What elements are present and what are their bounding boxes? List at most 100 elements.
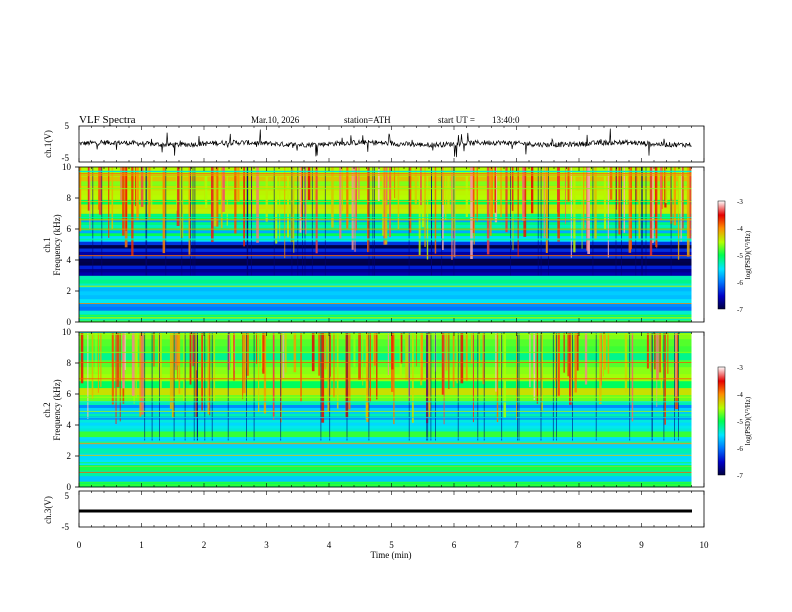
ch1-spec-burst-75 bbox=[418, 167, 421, 255]
ch1-spec-band-2-row-1 bbox=[79, 268, 692, 273]
ch2-ytick-label-6: 6 bbox=[67, 389, 72, 399]
ch1-spec-burst-103 bbox=[354, 167, 356, 252]
ch2-spec-burst-71 bbox=[196, 332, 198, 371]
ch2-spec-burst-137 bbox=[272, 332, 275, 420]
ch2-spec-burst-36 bbox=[189, 332, 192, 385]
ch2-spec-burst-108 bbox=[336, 332, 339, 409]
ch2-spec-burst-123 bbox=[516, 332, 517, 420]
ch1-spec-burst-21 bbox=[120, 167, 122, 201]
ch1-spec-streak-3 bbox=[190, 167, 191, 276]
ch1-spec-streak-34 bbox=[592, 167, 594, 276]
ch1-spec-band-0-row-9 bbox=[79, 314, 692, 316]
ch2-spec-burst-148 bbox=[135, 332, 137, 398]
xtick-label-7: 7 bbox=[514, 540, 519, 550]
ch1-spec-burst-4 bbox=[394, 167, 396, 199]
ch2-colorbar-gradient bbox=[717, 366, 726, 476]
ch2-spec-burst-41 bbox=[209, 332, 211, 416]
ch2-spec-streak-12 bbox=[663, 332, 665, 441]
ch1-spec-burst-28 bbox=[523, 167, 527, 237]
ch2-spec-band-0-row-5 bbox=[79, 453, 692, 460]
ch2-spec-streak-34 bbox=[426, 332, 428, 441]
ch1-spec-streak-15 bbox=[374, 167, 375, 276]
ch2-spec-band-0-row-3 bbox=[79, 464, 692, 471]
ch1-spec-band-2-row-8 bbox=[79, 244, 692, 249]
ch2-spec-burst-28 bbox=[500, 332, 503, 375]
ch1-spec-burst-8 bbox=[567, 167, 570, 203]
ch1-colorbar-label: log(PSD)(V²/Hz) bbox=[744, 230, 752, 279]
ch2-spec-burst-46 bbox=[443, 332, 445, 425]
ch2-spec-burst-12 bbox=[567, 332, 570, 377]
ch1-spec-burst-107 bbox=[279, 167, 281, 241]
ch2-spec-burst-23 bbox=[242, 332, 244, 400]
ch2-spec-band-2-row-5 bbox=[79, 359, 692, 368]
ch1-spec-burst-108 bbox=[473, 167, 475, 245]
ch1-spec-streak-4 bbox=[311, 167, 313, 276]
ch2-spec-burst-91 bbox=[158, 332, 160, 371]
ch2-spec-streak-22 bbox=[193, 332, 195, 441]
ch2-spec-burst-106 bbox=[366, 332, 369, 423]
ch1-spec-streak-19 bbox=[246, 167, 248, 276]
ch2-spec-streak-30 bbox=[517, 332, 518, 441]
ch1-spec-burst-67 bbox=[607, 167, 609, 258]
ch1-spec-burst-133 bbox=[226, 167, 228, 226]
ch2-spec-burst-21 bbox=[178, 332, 181, 394]
ch1-spec-burst-140 bbox=[331, 167, 334, 228]
ch1-spec-burst-105 bbox=[673, 167, 677, 226]
ch2-spec-burst-85 bbox=[387, 332, 389, 375]
ch2-spec-burst-18 bbox=[348, 332, 351, 410]
ch1-spec-streak-13 bbox=[510, 167, 511, 276]
ch2-spec-burst-38 bbox=[329, 332, 331, 377]
ch2-spec-burst-67 bbox=[353, 332, 356, 367]
ch2-spec-burst-29 bbox=[576, 332, 579, 371]
ch1-spec-burst-93 bbox=[243, 167, 245, 247]
ch1-spec-streak-17 bbox=[431, 167, 432, 276]
ch1-spec-burst-120 bbox=[287, 167, 289, 238]
ch2-spec-burst-140 bbox=[650, 332, 652, 372]
ch2-frequency-ylabel: Frequency (kHz) bbox=[52, 379, 62, 440]
ch2-cb-tick-m6: -6 bbox=[737, 445, 743, 453]
ch1-spec-burst-1 bbox=[148, 167, 151, 219]
ch1-spec-burst-72 bbox=[162, 167, 166, 254]
ch2-colorbar: -3 -4 -5 -6 -7 log(PSD)(V²/Hz) bbox=[717, 364, 752, 480]
ch2-spec-burst-111 bbox=[311, 332, 315, 372]
ch2-spec-burst-81 bbox=[391, 332, 394, 370]
ch1-ytick-label-8: 8 bbox=[67, 193, 72, 203]
ch2-spec-burst-131 bbox=[667, 332, 669, 374]
ch1-spec-band-1-row-7 bbox=[79, 283, 692, 288]
ch1-spec-burst-92 bbox=[451, 167, 453, 260]
xtick-label-4: 4 bbox=[327, 540, 332, 550]
ch2-spec-burst-95 bbox=[116, 332, 120, 388]
ch2-spec-streak-32 bbox=[435, 332, 436, 441]
ch1-spectrogram-image bbox=[79, 167, 692, 323]
ch2-spec-burst-76 bbox=[201, 332, 203, 411]
ch1-spec-streak-37 bbox=[645, 167, 647, 276]
ch1-spec-burst-61 bbox=[397, 167, 400, 230]
xtick-label-0: 0 bbox=[77, 540, 82, 550]
ch2-spec-burst-15 bbox=[91, 332, 94, 399]
ch2-spec-streak-9 bbox=[197, 332, 198, 441]
ch2-spec-burst-104 bbox=[207, 332, 210, 415]
ch2-spec-streak-0 bbox=[629, 332, 631, 441]
ch2-spec-streak-23 bbox=[280, 332, 282, 441]
ch1-spec-burst-100 bbox=[652, 167, 654, 244]
ch1-spec-burst-47 bbox=[557, 167, 560, 213]
ch1-spec-band-0-row-8 bbox=[79, 315, 692, 317]
ch2-spec-burst-97 bbox=[599, 332, 602, 405]
ch1-spec-streak-5 bbox=[291, 167, 293, 276]
ch1-spec-burst-58 bbox=[339, 167, 342, 239]
ch1-spec-burst-119 bbox=[626, 167, 628, 205]
ch2-spec-streak-33 bbox=[184, 332, 186, 441]
ch2-spec-band-0-row-2 bbox=[79, 470, 692, 477]
ch2-spec-burst-39 bbox=[175, 332, 177, 371]
ch1-waveform-panel: 5 -5 ch.1(V) bbox=[43, 121, 705, 163]
ch3-ytick-top: 5 bbox=[65, 491, 70, 501]
ch2-spec-burst-88 bbox=[603, 332, 606, 370]
ch2-spec-streak-31 bbox=[518, 332, 520, 441]
ch2-spec-burst-109 bbox=[405, 332, 408, 381]
ch2-spec-burst-102 bbox=[213, 332, 216, 402]
ch1-spec-streak-14 bbox=[372, 167, 374, 276]
ch1-spec-burst-45 bbox=[628, 167, 632, 253]
ch1-spec-band-0-row-2 bbox=[79, 319, 692, 321]
start-time-label: 13:40:0 bbox=[492, 115, 520, 125]
ch1-spec-streak-23 bbox=[194, 167, 196, 276]
